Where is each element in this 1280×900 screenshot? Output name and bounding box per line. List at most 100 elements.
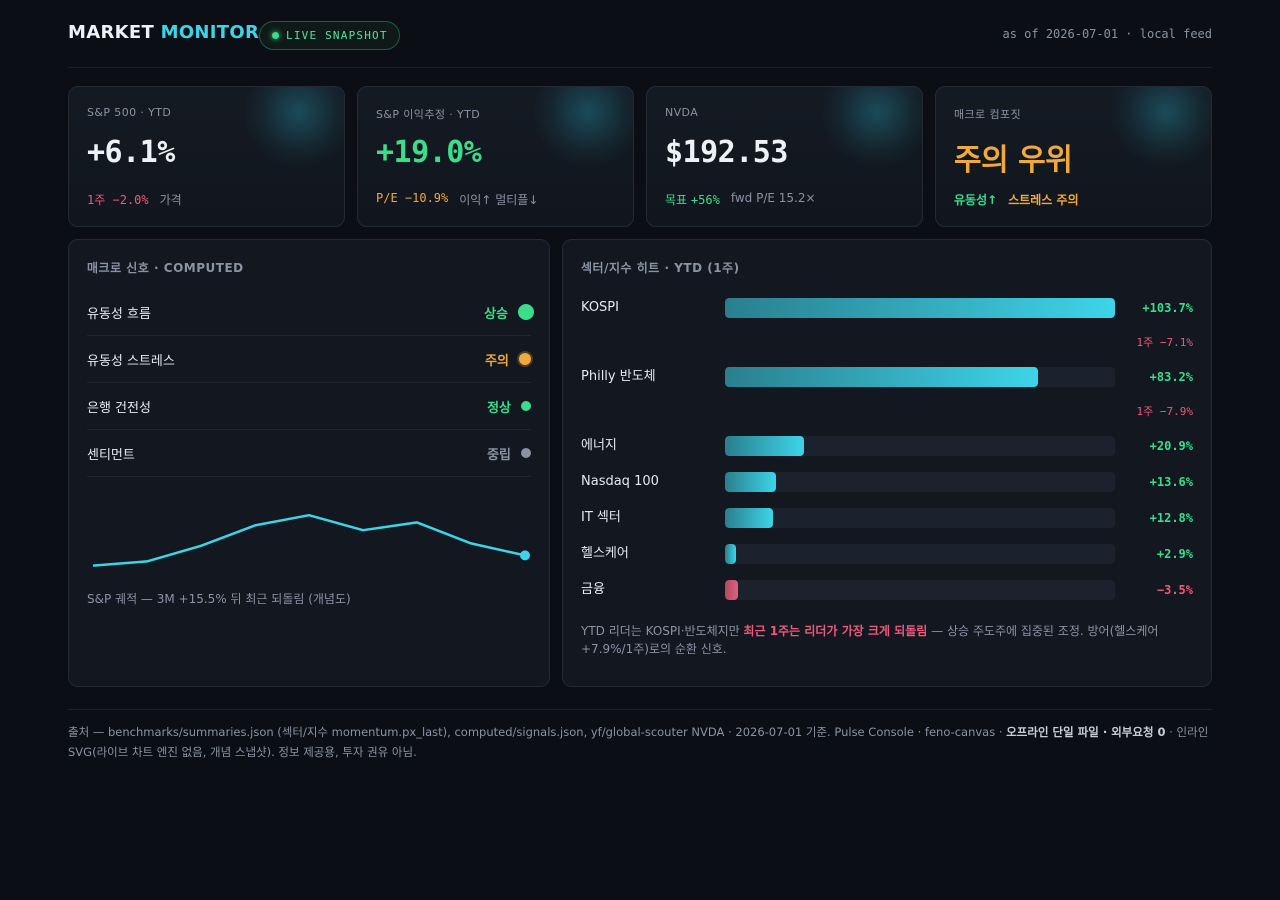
kpi-sub: 유동성↑ 스트레스 주의 [954, 191, 1079, 208]
sector-value: +2.9% [1156, 547, 1193, 561]
sector-label: IT 섹터 [581, 510, 621, 525]
as-of-timestamp: as of 2026-07-01 · local feed [1002, 27, 1212, 41]
sector-value: +13.6% [1149, 475, 1193, 489]
sector-row: 금융 −3.5% [581, 580, 1193, 600]
signal-row: 은행 건전성 정상 [87, 383, 531, 430]
kpi-sub: P/E −10.9% 이익↑ 멀티플↓ [376, 191, 538, 208]
footer-text: · 인라인 SVG(라이브 차트 엔진 없음, 개념 스냅샷). 정보 제공용,… [68, 725, 1209, 759]
signal-row: 유동성 흐름 상승 [87, 289, 534, 336]
sector-bar-track [725, 472, 1115, 492]
sector-bar-fill [725, 367, 1038, 387]
sector-heat-panel: 섹터/지수 히트 · YTD (1주) KOSPI +103.7% 1주 −7.1%… [562, 239, 1212, 687]
panel-title: 매크로 신호 · COMPUTED [87, 261, 244, 275]
sector-row: IT 섹터 +12.8% [581, 508, 1193, 528]
signal-status: 정상 [487, 397, 531, 416]
kpi-target: 목표 +56% [665, 191, 720, 208]
signal-name: 유동성 스트레스 [87, 353, 175, 369]
signal-name: 은행 건전성 [87, 400, 151, 416]
kpi-value: +19.0% [376, 135, 482, 170]
kpi-stress: 스트레스 주의 [1008, 193, 1079, 207]
sector-bar-track [725, 298, 1115, 318]
footer-bold: 오프라인 단일 파일 · 외부요청 0 [1006, 725, 1166, 739]
sector-label: Nasdaq 100 [581, 474, 659, 489]
sector-bar-track [725, 544, 1115, 564]
sector-bar-track [725, 367, 1115, 387]
brand-logo: MARKET MONITOR [68, 22, 259, 43]
kpi-week-change: 1주 −2.0% [87, 193, 149, 207]
signal-state: 정상 [487, 400, 511, 416]
kpi-pe-change: P/E −10.9% [376, 191, 449, 205]
kpi-sub-note: 가격 [159, 193, 182, 207]
signal-status: 주의 [485, 350, 531, 369]
sector-label: KOSPI [581, 300, 619, 315]
card-glow [244, 87, 344, 167]
signal-status: 상승 [484, 303, 534, 322]
signal-status: 중립 [487, 444, 531, 463]
kpi-card-macro-composite: 매크로 컴포짓 주의 우위 유동성↑ 스트레스 주의 [935, 86, 1212, 227]
sector-value: +103.7% [1142, 301, 1193, 315]
sector-row: Philly 반도체 +83.2% [581, 367, 1193, 387]
sector-note: YTD 리더는 KOSPI·반도체지만 최근 1주는 리더가 가장 크게 되돌림… [581, 622, 1191, 658]
sector-bar-fill [725, 544, 736, 564]
sector-row: 헬스케어 +2.9% [581, 544, 1193, 564]
panel-title: 섹터/지수 히트 · YTD (1주) [581, 261, 740, 275]
header: MARKET MONITOR LIVE SNAPSHOT as of 2026-… [68, 0, 1212, 68]
sector-label: 에너지 [581, 438, 617, 453]
sector-bar-fill [725, 580, 739, 600]
kpi-target-value: +56% [690, 193, 720, 207]
kpi-liquidity: 유동성↑ [954, 193, 998, 207]
sector-label: Philly 반도체 [581, 369, 656, 384]
signal-row: 센티먼트 중립 [87, 430, 531, 477]
sector-bar-track [725, 580, 1115, 600]
card-glow [1111, 87, 1211, 167]
kpi-card-nvda: NVDA $192.53 목표 +56% fwd P/E 15.2× [646, 86, 923, 227]
signal-state: 주의 [485, 353, 509, 369]
sector-value: −3.5% [1156, 583, 1193, 597]
note-highlight: 최근 1주는 리더가 가장 크게 되돌림 [743, 624, 928, 638]
sector-bar-fill [725, 472, 777, 492]
note-text: — 상승 주도주에 집중된 조정. 방어(헬스케어 +7.9%/1주)로의 순환… [581, 624, 1159, 656]
footer-divider [68, 709, 1212, 710]
status-dot-icon [519, 353, 531, 365]
kpi-card-sp500: S&P 500 · YTD +6.1% 1주 −2.0% 가격 [68, 86, 345, 227]
kpi-value: $192.53 [665, 135, 788, 170]
live-snapshot-label: LIVE SNAPSHOT [286, 29, 388, 42]
sector-label: 금융 [581, 582, 605, 597]
kpi-label: 매크로 컴포짓 [954, 108, 1022, 121]
sector-bar-track [725, 436, 1115, 456]
kpi-label: S&P 500 · YTD [87, 106, 172, 119]
sector-week-change: 1주 −7.9% [1136, 405, 1193, 418]
kpi-value: +6.1% [87, 135, 175, 170]
status-dot-icon [521, 448, 531, 458]
sector-value: +83.2% [1149, 370, 1193, 384]
sector-week-change: 1주 −7.1% [1136, 336, 1193, 349]
sector-row: Nasdaq 100 +13.6% [581, 472, 1193, 492]
sector-bar-fill [725, 508, 774, 528]
note-text: YTD 리더는 KOSPI·반도체지만 [581, 624, 744, 638]
sector-bar-fill [725, 298, 1115, 318]
sector-label: 헬스케어 [581, 546, 629, 561]
footer-text: 출처 — benchmarks/summaries.json (섹터/지수 mo… [68, 725, 1007, 739]
live-snapshot-badge: LIVE SNAPSHOT [259, 21, 400, 50]
live-dot-icon [272, 32, 279, 39]
signal-row: 유동성 스트레스 주의 [87, 336, 531, 383]
signal-name: 유동성 흐름 [87, 306, 151, 322]
card-glow [533, 87, 633, 167]
kpi-sub: 1주 −2.0% 가격 [87, 191, 182, 208]
signal-name: 센티먼트 [87, 447, 135, 463]
card-glow [822, 87, 922, 167]
kpi-card-sp-earnings: S&P 이익추정 · YTD +19.0% P/E −10.9% 이익↑ 멀티플… [357, 86, 634, 227]
footer: 출처 — benchmarks/summaries.json (섹터/지수 mo… [68, 722, 1212, 762]
brand-text-primary: MARKET [68, 22, 155, 43]
sector-value: +20.9% [1149, 439, 1193, 453]
sp-trajectory-line [92, 513, 526, 567]
trajectory-endpoint [520, 550, 530, 561]
status-dot-icon [518, 304, 534, 320]
sector-bar-track [725, 508, 1115, 528]
kpi-target-label: 목표 [665, 193, 688, 207]
chart-caption: S&P 궤적 — 3M +15.5% 뒤 최근 되돌림 (개념도) [87, 592, 351, 606]
status-dot-icon [521, 401, 531, 411]
kpi-label: NVDA [665, 106, 699, 119]
kpi-sub-note: fwd P/E 15.2× [730, 191, 816, 205]
